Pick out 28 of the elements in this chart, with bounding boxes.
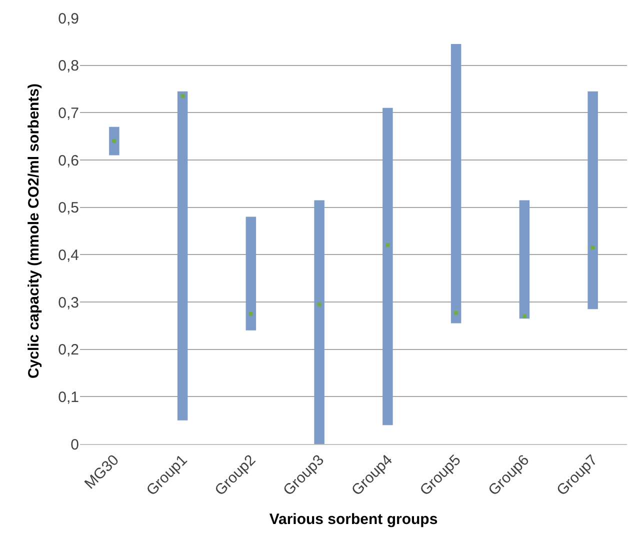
point [590, 246, 595, 250]
bar [450, 44, 462, 324]
bar [314, 200, 324, 444]
y-tick-label: 0,6 [58, 152, 79, 170]
bar [109, 126, 120, 156]
point [317, 302, 322, 306]
bar [246, 216, 256, 330]
y-tick-label: 0,9 [58, 10, 79, 28]
y-tick-label: 0,5 [58, 200, 79, 217]
bar [588, 91, 598, 310]
y-tick-label: 0,1 [58, 388, 79, 406]
y-tick-label: 0,2 [58, 342, 79, 359]
bar [177, 91, 188, 420]
point [180, 94, 185, 98]
y-axis-title: Cyclic capacity (mmole CO2/ml sorbents) [25, 83, 42, 379]
x-axis-title: Various sorbent groups [269, 511, 438, 528]
bar [382, 108, 393, 426]
y-tick-label: 0 [70, 436, 79, 454]
point [248, 312, 253, 316]
y-tick-label: 0,4 [58, 246, 79, 264]
point [112, 139, 116, 144]
point [522, 314, 526, 318]
bar [519, 200, 530, 319]
point [454, 310, 458, 315]
y-tick-label: 0,7 [58, 104, 79, 122]
y-tick-label: 0,3 [58, 294, 79, 312]
y-tick-label: 0,8 [58, 58, 79, 75]
point [386, 243, 390, 248]
